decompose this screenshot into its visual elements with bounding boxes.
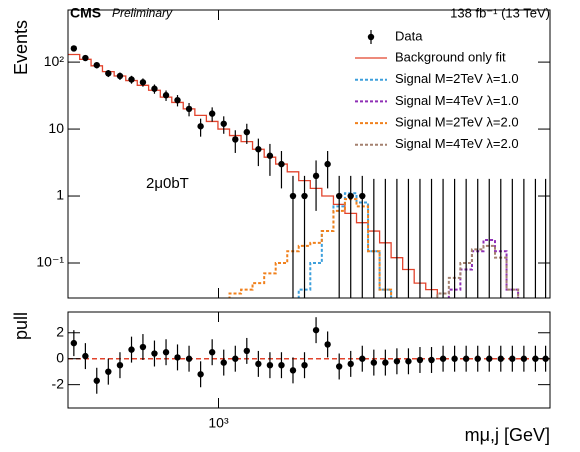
legend-label: Signal M=4TeV λ=1.0	[395, 93, 519, 108]
data-point	[232, 136, 239, 143]
data-point	[162, 92, 170, 99]
data-point	[70, 45, 78, 52]
pull-point	[70, 339, 78, 347]
data-point	[335, 192, 343, 200]
main-plot	[68, 45, 547, 298]
pull-point	[335, 363, 343, 370]
lumi: 138 fb⁻¹ (13 TeV)	[450, 5, 550, 20]
data-point	[220, 120, 227, 127]
experiment: CMS	[70, 5, 101, 21]
y-tick-label: 0	[56, 349, 64, 365]
legend-label: Background only fit	[395, 49, 506, 64]
data-point	[289, 192, 297, 200]
data-point	[255, 146, 262, 153]
data-point	[208, 110, 216, 117]
y-tick-label: 10²	[44, 53, 65, 69]
pull-point	[462, 355, 470, 362]
pull-point	[324, 341, 331, 348]
data-point	[266, 152, 274, 159]
pull-point	[220, 359, 227, 366]
pull-point	[208, 349, 216, 356]
pull-point	[151, 350, 158, 357]
x-axis-label: mμ,j [GeV]	[465, 425, 550, 445]
pull-point	[266, 361, 274, 369]
pull-point	[486, 355, 493, 362]
pull-point	[174, 354, 181, 361]
pull-point	[105, 368, 112, 375]
legend-label: Signal M=4TeV λ=2.0	[395, 136, 519, 151]
data-point	[82, 54, 89, 62]
histogram	[68, 53, 438, 298]
pull-point	[243, 347, 251, 355]
pull-point	[416, 356, 424, 364]
y-axis-label: Events	[11, 20, 31, 75]
pull-point	[382, 359, 389, 366]
y-tick-label: 10	[48, 120, 64, 136]
legend-swatch	[367, 33, 375, 41]
pull-point	[128, 346, 135, 353]
pull-point	[532, 355, 539, 362]
data-point	[312, 172, 320, 180]
pull-point	[347, 360, 354, 368]
pull-point	[197, 371, 204, 378]
data-point	[197, 123, 204, 130]
pull-point	[393, 358, 401, 365]
pull-point	[359, 355, 366, 362]
data-point	[93, 61, 100, 69]
pull-point	[255, 360, 262, 368]
pull-axis-label: pull	[11, 312, 31, 340]
pull-point	[497, 355, 504, 362]
data-point	[116, 72, 124, 80]
data-point	[185, 105, 193, 113]
pull-point	[428, 356, 435, 364]
y-tick-label: -2	[52, 375, 65, 391]
pull-point	[232, 355, 239, 362]
data-point	[347, 192, 354, 200]
pull-point	[439, 355, 447, 362]
pull-point	[82, 352, 89, 360]
pull-point	[116, 361, 124, 369]
pull-plot	[68, 317, 550, 394]
pull-point	[405, 358, 412, 365]
legend-label: Signal M=2TeV λ=2.0	[395, 115, 519, 130]
pull-point	[509, 355, 516, 362]
frame	[67, 311, 551, 409]
data-point	[359, 192, 366, 200]
pull-point	[139, 343, 147, 351]
data-point	[278, 160, 285, 168]
data-point	[174, 96, 181, 104]
pull-point	[289, 367, 297, 374]
pull-point	[370, 359, 378, 366]
legend-label: Signal M=2TeV λ=1.0	[395, 71, 519, 86]
histogram	[436, 244, 520, 298]
pull-point	[451, 355, 458, 362]
pull-point	[312, 326, 320, 334]
y-tick-label: 2	[56, 323, 64, 339]
data-point	[105, 70, 112, 77]
y-tick-label: 10⁻¹	[36, 254, 64, 270]
pull-point	[474, 355, 481, 362]
histogram	[228, 198, 393, 298]
axes: 10² 10 1 10⁻¹ Background only fit Signal M=2T…	[36, 9, 551, 431]
x-tick-label: 10³	[208, 415, 229, 431]
data-point	[128, 76, 135, 83]
category-label: 2μ0bT	[146, 175, 189, 192]
status: Preliminary	[112, 6, 173, 20]
legend-label: Data	[395, 28, 423, 43]
data-point	[301, 192, 308, 200]
pull-point	[93, 377, 100, 384]
data-point	[151, 85, 158, 92]
pull-point	[301, 361, 308, 369]
data-point	[243, 128, 251, 136]
data-point	[324, 160, 331, 168]
y-tick-label: 1	[56, 187, 64, 203]
data-point	[139, 79, 147, 86]
pull-point	[520, 355, 528, 362]
pull-point	[185, 355, 193, 362]
pull-point	[162, 349, 170, 356]
pull-point	[278, 361, 285, 369]
frame	[67, 9, 551, 299]
